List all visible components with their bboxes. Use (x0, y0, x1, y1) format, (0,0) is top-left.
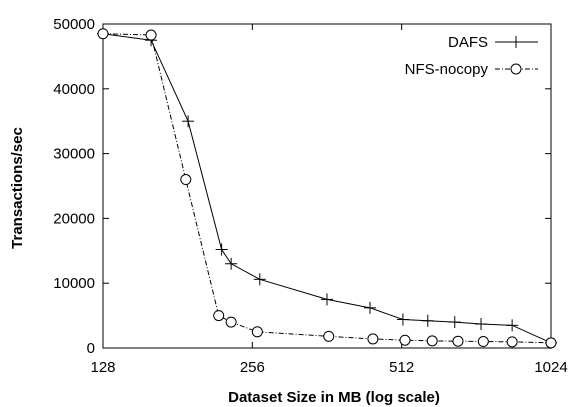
y-tick-label: 0 (87, 340, 95, 357)
data-point (215, 243, 228, 256)
y-tick-label: 20000 (53, 210, 95, 227)
plot-frame (102, 23, 552, 349)
legend-item: NFS-nocopy (405, 61, 538, 78)
x-tick-label: 512 (389, 359, 414, 376)
legend-label: NFS-nocopy (405, 61, 489, 78)
x-tick-label: 1024 (534, 359, 567, 376)
data-point (448, 316, 461, 329)
legend-item: DAFS (448, 34, 538, 51)
data-point (182, 115, 195, 128)
data-point (399, 334, 411, 346)
data-point (396, 313, 409, 326)
data-point (475, 318, 488, 331)
data-point (225, 257, 238, 270)
data-point (426, 335, 438, 347)
data-point (213, 310, 225, 322)
data-point (477, 336, 489, 348)
data-point (506, 336, 518, 348)
data-point (367, 333, 379, 345)
data-point (363, 301, 376, 314)
plot-axes (102, 23, 552, 349)
y-tick-label: 10000 (53, 275, 95, 292)
data-point (145, 29, 157, 41)
data-point (180, 174, 192, 186)
legend: DAFS NFS-nocopy (405, 34, 538, 78)
data-point (97, 28, 109, 40)
x-tick-label: 128 (90, 359, 115, 376)
y-tick-label: 30000 (53, 146, 95, 163)
axis-ticks: 0 10000 20000 30000 40000 50000 128 256 512 1024 (53, 16, 567, 376)
data-point (545, 337, 557, 349)
legend-marker (510, 36, 522, 48)
data-point (253, 273, 266, 286)
series-layer (97, 27, 557, 349)
data-point (506, 319, 519, 332)
data-point (251, 326, 263, 338)
data-point (323, 330, 335, 342)
x-axis-label: Dataset Size in MB (log scale) (228, 389, 440, 406)
legend-label: DAFS (448, 34, 488, 51)
legend-marker (510, 63, 522, 75)
data-point (421, 314, 434, 327)
y-tick-label: 40000 (53, 81, 95, 98)
data-point (225, 316, 237, 328)
y-axis-label: Transactions/sec (9, 127, 26, 249)
data-point (320, 293, 333, 306)
y-tick-label: 50000 (53, 16, 95, 33)
series-dafs (97, 27, 557, 349)
data-point (452, 335, 464, 347)
x-tick-label: 256 (240, 359, 265, 376)
series-nfs-nocopy (97, 28, 557, 349)
